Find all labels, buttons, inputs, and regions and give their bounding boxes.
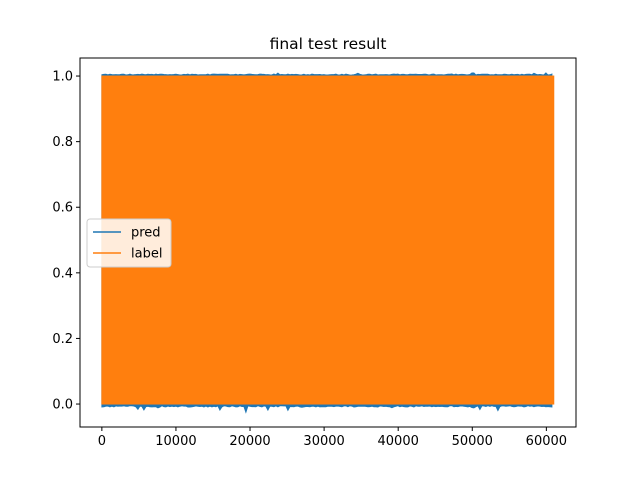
legend-label: pred xyxy=(131,226,161,241)
y-tick-label: 0.2 xyxy=(52,332,73,347)
x-tick-label: 60000 xyxy=(526,434,567,449)
y-tick-label: 0.0 xyxy=(52,398,73,413)
legend-label: label xyxy=(131,247,162,262)
axes-frame xyxy=(79,57,577,428)
y-tick-label: 0.8 xyxy=(52,135,73,150)
legend-item-pred: pred xyxy=(93,226,161,241)
chart-title: final test result xyxy=(270,35,387,53)
y-tick-label: 0.6 xyxy=(52,201,73,216)
x-tick-label: 40000 xyxy=(378,434,419,449)
y-tick-label: 1.0 xyxy=(52,70,73,85)
legend-box xyxy=(86,218,172,268)
x-tick-label: 50000 xyxy=(452,434,493,449)
x-tick-label: 0 xyxy=(98,434,106,449)
legend-item-label: label xyxy=(93,247,162,262)
x-tick-label: 20000 xyxy=(229,434,270,449)
series-label xyxy=(101,75,555,405)
series-label-line xyxy=(101,75,555,405)
x-tick-label: 30000 xyxy=(303,434,344,449)
y-tick-label: 0.4 xyxy=(52,266,73,281)
x-tick-label: 10000 xyxy=(155,434,196,449)
